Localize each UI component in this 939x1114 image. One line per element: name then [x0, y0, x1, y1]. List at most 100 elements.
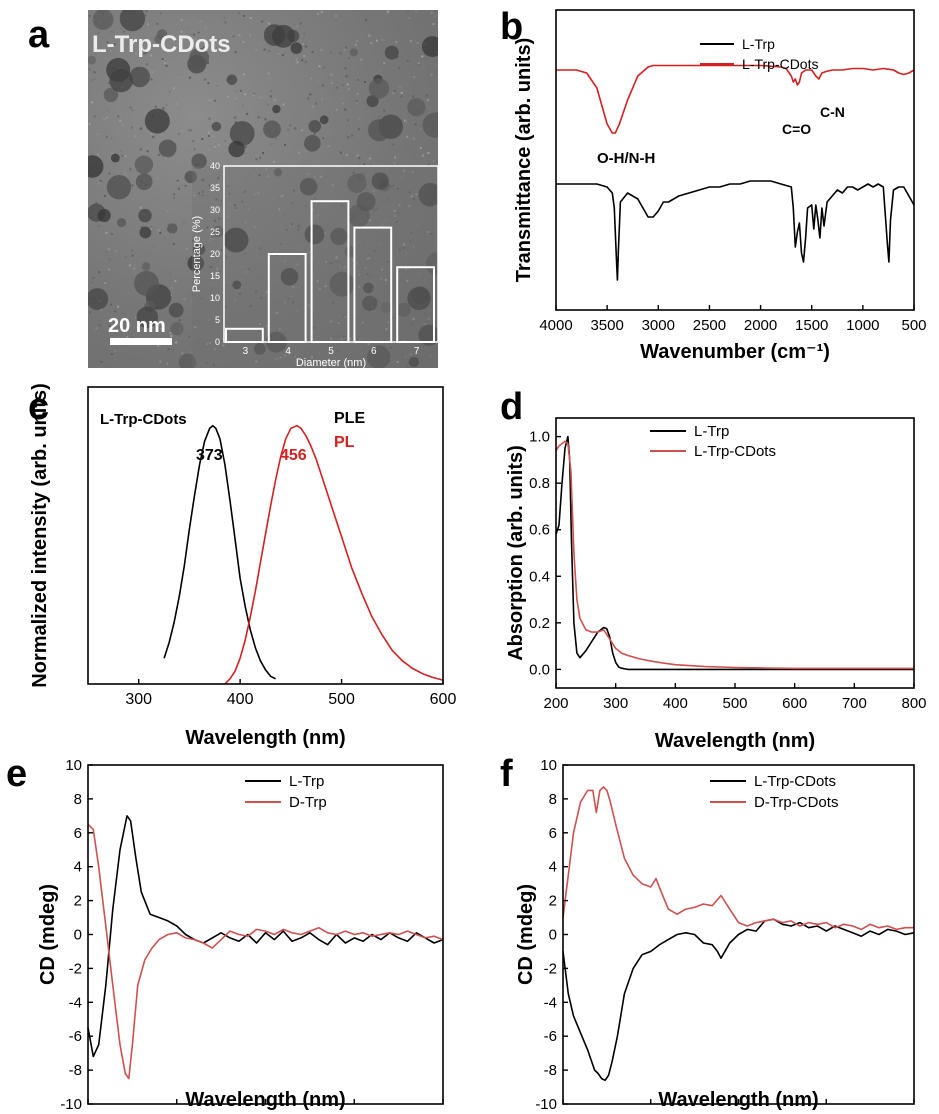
y-tick-label: -8 [69, 1062, 82, 1079]
tem-noise [103, 195, 106, 197]
tem-noise [317, 79, 320, 82]
tem-noise [118, 154, 121, 157]
tem-noise [217, 177, 220, 180]
tem-noise [151, 326, 154, 329]
tem-noise [213, 274, 216, 277]
nanoparticle [88, 55, 96, 65]
tem-noise [257, 116, 260, 119]
tem-noise [114, 310, 117, 313]
tem-noise [385, 13, 388, 15]
tem-noise [242, 40, 245, 43]
tem-noise [357, 270, 360, 273]
nanoparticle [191, 153, 207, 169]
tem-noise [204, 78, 207, 81]
tem-noise [124, 155, 127, 157]
tem-noise [304, 204, 307, 207]
x-tick-label: 600 [430, 691, 457, 708]
nanoparticle [154, 34, 164, 44]
tem-noise [393, 220, 396, 223]
tem-noise [193, 38, 196, 41]
tem-noise [335, 108, 338, 111]
panel-a-overlay: L-Trp-CDots 20 nm 3 4 5 6 7 0 5 10 15 20 25 30 35 40 D… [92, 31, 438, 368]
tem-noise [406, 145, 409, 148]
tem-noise [100, 361, 103, 363]
tem-noise [330, 148, 333, 151]
tem-noise [125, 56, 128, 59]
tem-noise [221, 337, 224, 340]
tem-noise [336, 350, 339, 352]
tem-noise [111, 233, 113, 235]
nanoparticle [253, 343, 266, 355]
tem-noise [342, 335, 345, 338]
tem-noise [95, 327, 98, 330]
tem-noise [301, 129, 304, 132]
tem-noise [257, 192, 259, 194]
tem-noise [179, 73, 182, 76]
tem-noise [144, 363, 147, 366]
tem-noise [297, 228, 300, 231]
y-axis-label: Transmittance (arb. units) [513, 38, 535, 283]
annotation-co: C=O [782, 121, 811, 137]
tem-noise [432, 159, 435, 162]
tem-noise [265, 325, 268, 328]
y-tick-label: 2 [549, 893, 557, 910]
tem-noise [347, 136, 350, 139]
nanoparticle [308, 120, 322, 133]
tem-noise [397, 187, 400, 190]
tem-noise [295, 58, 298, 61]
tem-noise [158, 345, 161, 348]
tem-noise [175, 341, 178, 344]
tem-noise [424, 323, 427, 325]
tem-noise [131, 223, 134, 226]
tem-noise [92, 277, 95, 280]
tem-noise [88, 123, 91, 126]
tem-noise [172, 87, 175, 90]
x-tick-label: 350 [342, 1111, 367, 1114]
tem-noise [392, 143, 395, 146]
tem-noise [321, 98, 324, 101]
tem-noise [226, 95, 229, 98]
tem-noise [224, 21, 227, 24]
tem-noise [416, 357, 419, 360]
nanoparticle [110, 153, 120, 163]
x-tick-label: 200 [543, 695, 568, 712]
tem-noise [415, 10, 418, 13]
tem-noise [421, 55, 424, 58]
tem-noise [267, 72, 270, 75]
tem-noise [177, 169, 180, 172]
tem-noise [91, 70, 94, 73]
tem-noise [290, 223, 293, 226]
tem-noise [106, 41, 109, 44]
tem-noise [121, 123, 124, 126]
tem-noise [135, 90, 138, 93]
tem-noise [309, 93, 312, 96]
annotation-oh-nh: O-H/N-H [597, 150, 655, 167]
tem-noise [141, 46, 144, 49]
tem-noise [313, 175, 316, 178]
tem-noise [327, 366, 330, 368]
tem-noise [222, 41, 225, 44]
chart-f-group: 200 250 300 350 400 -10 -8 -6 -4 -2 0 2 4 6 8 10 Wavelen… [515, 757, 927, 1114]
tem-noise [237, 113, 240, 116]
tem-noise [357, 78, 360, 81]
legend-label: D-Trp [289, 794, 327, 811]
tem-noise [106, 117, 108, 119]
tem-noise [159, 327, 162, 330]
tem-noise [184, 184, 187, 187]
tem-noise [126, 335, 129, 338]
tem-noise [394, 156, 396, 159]
tem-noise [392, 92, 395, 95]
tem-noise [213, 283, 216, 286]
y-tick-label: 1.0 [529, 429, 550, 446]
x-tick-label: 2500 [693, 317, 726, 334]
tem-noise [213, 364, 215, 366]
nanoparticle [109, 68, 133, 93]
tem-noise [260, 296, 263, 299]
tem-noise [110, 50, 112, 53]
tem-noise [320, 175, 323, 178]
tem-noise [341, 107, 344, 110]
tem-noise [229, 202, 232, 205]
tem-noise [320, 48, 323, 51]
tem-noise [242, 73, 245, 76]
tem-noise [312, 163, 315, 166]
